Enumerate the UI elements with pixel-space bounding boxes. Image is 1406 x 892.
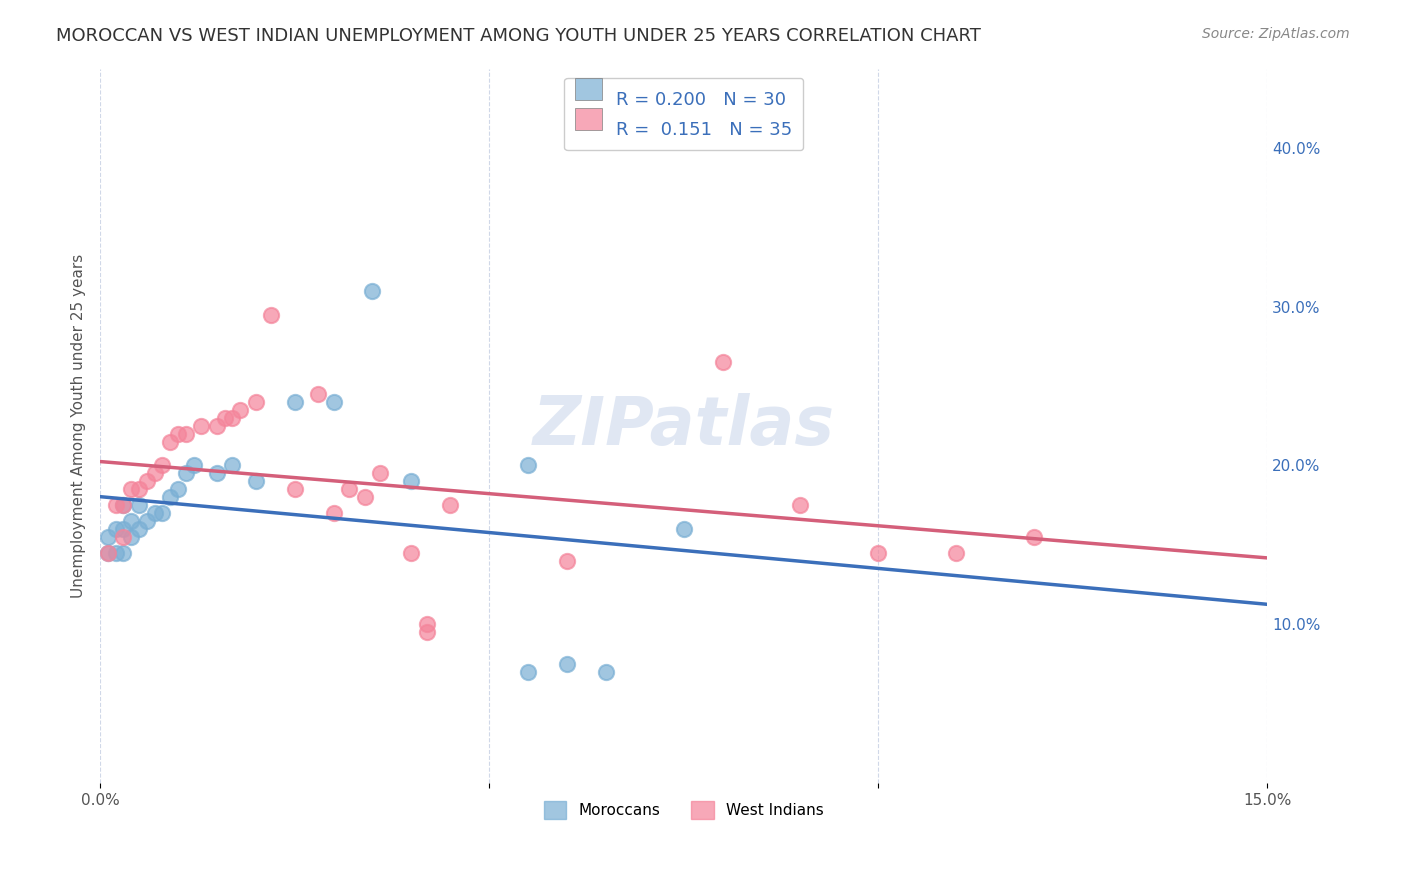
Point: [368, 467, 391, 481]
Point: [112, 498, 135, 512]
Point: [517, 665, 540, 679]
Point: [221, 410, 243, 425]
Point: [143, 506, 166, 520]
Point: [112, 498, 135, 512]
Point: [174, 467, 197, 481]
Point: [260, 308, 283, 322]
Point: [128, 498, 150, 512]
Point: [214, 410, 236, 425]
Point: [337, 483, 360, 497]
Point: [555, 657, 578, 671]
Point: [190, 418, 212, 433]
Point: [401, 475, 423, 489]
Point: [672, 522, 695, 536]
Point: [595, 665, 617, 679]
Point: [112, 546, 135, 560]
Point: [128, 522, 150, 536]
Point: [135, 475, 157, 489]
Point: [307, 387, 329, 401]
Point: [159, 434, 181, 449]
Point: [97, 530, 120, 544]
Point: [789, 498, 811, 512]
Point: [205, 418, 228, 433]
Point: [135, 514, 157, 528]
Point: [150, 458, 173, 473]
Point: [104, 522, 127, 536]
Point: [174, 426, 197, 441]
Point: [167, 483, 190, 497]
Point: [416, 617, 439, 632]
Text: MOROCCAN VS WEST INDIAN UNEMPLOYMENT AMONG YOUTH UNDER 25 YEARS CORRELATION CHAR: MOROCCAN VS WEST INDIAN UNEMPLOYMENT AMO…: [56, 27, 981, 45]
Text: Source: ZipAtlas.com: Source: ZipAtlas.com: [1202, 27, 1350, 41]
Text: ZIPatlas: ZIPatlas: [533, 392, 835, 458]
Point: [143, 467, 166, 481]
Point: [120, 514, 142, 528]
Point: [555, 554, 578, 568]
Point: [120, 483, 142, 497]
Point: [97, 546, 120, 560]
Point: [97, 546, 120, 560]
Point: [112, 530, 135, 544]
Point: [112, 522, 135, 536]
Point: [322, 395, 344, 409]
Point: [183, 458, 205, 473]
Point: [128, 483, 150, 497]
Point: [361, 284, 384, 298]
Point: [104, 498, 127, 512]
Point: [221, 458, 243, 473]
Point: [401, 546, 423, 560]
Point: [245, 395, 267, 409]
Point: [439, 498, 461, 512]
Point: [322, 506, 344, 520]
Point: [868, 546, 890, 560]
Point: [517, 458, 540, 473]
Point: [229, 403, 252, 417]
Legend: Moroccans, West Indians: Moroccans, West Indians: [537, 795, 830, 825]
Point: [945, 546, 967, 560]
Point: [353, 490, 375, 504]
Point: [284, 483, 307, 497]
Point: [120, 530, 142, 544]
Point: [711, 355, 734, 369]
Point: [150, 506, 173, 520]
Point: [284, 395, 307, 409]
Point: [167, 426, 190, 441]
Y-axis label: Unemployment Among Youth under 25 years: Unemployment Among Youth under 25 years: [72, 253, 86, 598]
Point: [205, 467, 228, 481]
Point: [416, 625, 439, 640]
Point: [104, 546, 127, 560]
Point: [1022, 530, 1045, 544]
Point: [159, 490, 181, 504]
Point: [245, 475, 267, 489]
